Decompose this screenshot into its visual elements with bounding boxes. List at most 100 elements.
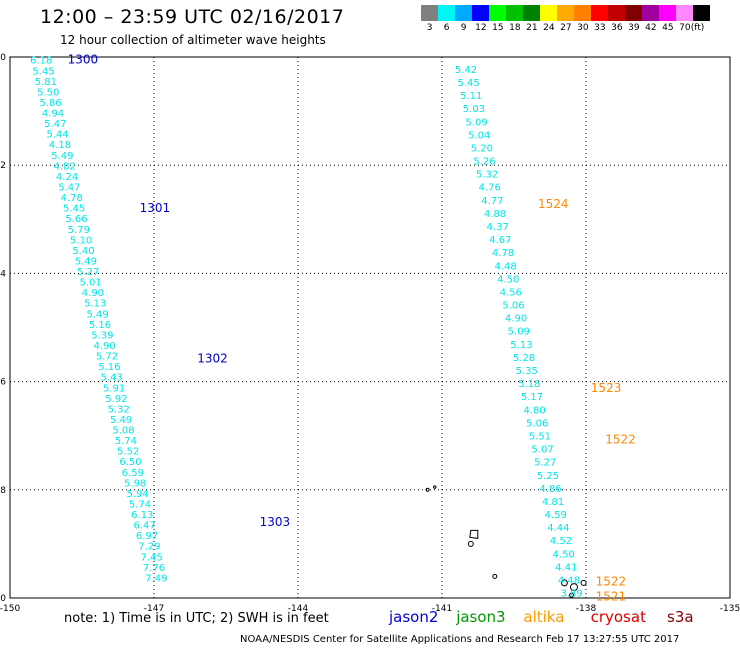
- wave-height-value: 4.24: [56, 172, 78, 183]
- y-tick-label: 0: [0, 53, 6, 63]
- wave-height-value: 7.45: [141, 552, 163, 563]
- wave-height-value: 4.90: [82, 288, 104, 299]
- wave-height-value: 4.56: [500, 287, 522, 298]
- island-outline: [580, 579, 587, 586]
- wave-height-value: 5.16: [89, 320, 111, 331]
- wave-height-value: 5.28: [513, 353, 535, 364]
- page-title: 12:00 – 23:59 UTC 02/16/2017: [40, 6, 345, 28]
- legend-label: 45: [662, 23, 674, 33]
- y-tick-label: -8: [0, 486, 6, 496]
- legend-swatch: [523, 5, 540, 21]
- legend-swatch: [574, 5, 591, 21]
- x-tick-label: -141: [432, 604, 452, 614]
- credit-line: NOAA/NESDIS Center for Satellite Applica…: [240, 634, 680, 645]
- wave-height-value: 5.52: [117, 447, 139, 458]
- legend-swatch: [455, 5, 472, 21]
- legend-swatch: [693, 5, 710, 21]
- wave-height-value: 4.52: [550, 536, 572, 547]
- legend-label: 24: [543, 23, 555, 33]
- satellite-label: jason2: [389, 608, 439, 626]
- legend-label: 30: [577, 23, 589, 33]
- track-time-label: 1521: [596, 589, 627, 603]
- wave-height-value: 5.49: [86, 309, 108, 320]
- wave-height-value: 7.76: [143, 563, 165, 574]
- legend-label: 21: [526, 23, 538, 33]
- wave-height-value: 3.89: [560, 589, 582, 600]
- wave-height-value: 5.32: [476, 170, 498, 181]
- wave-height-value: 5.91: [103, 383, 125, 394]
- island-outline: [469, 529, 479, 539]
- satellite-label: altika: [523, 608, 565, 626]
- legend-labels: 3 6 9 12 15 18 21 24 27 30 33 36 39 42 45 70 (ft): [421, 21, 731, 35]
- wave-height-value: 5.50: [37, 87, 59, 98]
- wave-height-value: 4.81: [542, 497, 564, 508]
- wave-height-value: 4.94: [42, 109, 64, 120]
- track-time-label: 1300: [68, 53, 99, 67]
- wave-height-value: 4.78: [492, 248, 514, 259]
- legend-label: 27: [560, 23, 572, 33]
- wave-height-value: 5.45: [63, 204, 85, 215]
- island-outline: [433, 485, 437, 489]
- wave-height-value: 5.49: [51, 151, 73, 162]
- track-time-label: 1301: [140, 201, 171, 215]
- wave-height-value: 5.32: [108, 404, 130, 415]
- satellite-label: jason3: [456, 608, 506, 626]
- wave-height-value: 5.43: [101, 373, 123, 384]
- wave-height-value: 6.13: [131, 510, 153, 521]
- wave-height-value: 5.25: [537, 471, 559, 482]
- wave-height-value: 6.59: [122, 468, 144, 479]
- wave-height-value: 4.18: [49, 140, 71, 151]
- color-legend: 3 6 9 12 15 18 21 24 27 30 33 36 39 42 45 70 (ft): [421, 5, 731, 37]
- legend-label: 15: [492, 23, 504, 33]
- legend-swatch: [472, 5, 489, 21]
- legend-label: 6: [443, 23, 450, 33]
- wave-height-value: 5.49: [75, 256, 97, 267]
- y-tick-label: -10: [0, 594, 6, 604]
- wave-height-value: 4.41: [555, 562, 577, 573]
- wave-height-value: 5.18: [518, 379, 540, 390]
- wave-height-value: 5.45: [458, 78, 480, 89]
- wave-height-value: 5.35: [516, 366, 538, 377]
- y-tick-label: -6: [0, 378, 6, 388]
- legend-swatch: [540, 5, 557, 21]
- legend-swatch: [421, 5, 438, 21]
- wave-height-value: 4.90: [94, 341, 116, 352]
- legend-label: 3: [426, 23, 433, 33]
- legend-label: 39: [628, 23, 640, 33]
- wave-height-value: 5.08: [112, 426, 134, 437]
- wave-height-value: 5.07: [531, 445, 553, 456]
- x-tick-label: -138: [576, 604, 597, 614]
- wave-height-value: 4.48: [558, 575, 580, 586]
- legend-swatches: [421, 5, 731, 21]
- wave-height-value: 5.79: [68, 225, 90, 236]
- wave-height-value: 5.09: [508, 327, 530, 338]
- wave-height-value: 5.11: [460, 91, 482, 102]
- wave-height-value: 5.74: [115, 436, 137, 447]
- wave-height-value: 6.50: [119, 457, 141, 468]
- wave-height-value: 5.40: [72, 246, 94, 257]
- wave-height-value: 5.16: [98, 362, 120, 373]
- wave-height-value: 6.97: [136, 531, 158, 542]
- wave-height-value: 5.45: [32, 66, 54, 77]
- legend-label: 9: [460, 23, 467, 33]
- page-subtitle: 12 hour collection of altimeter wave hei…: [60, 33, 326, 47]
- wave-height-value: 5.51: [529, 431, 551, 442]
- wave-height-value: 4.90: [505, 314, 527, 325]
- x-tick-label: -135: [720, 604, 740, 614]
- wave-height-value: 5.86: [39, 98, 61, 109]
- wave-height-value: 5.04: [468, 130, 490, 141]
- wave-height-value: 5.47: [44, 119, 66, 130]
- legend-swatch: [608, 5, 625, 21]
- wave-height-value: 5.13: [510, 340, 532, 351]
- footer-note: note: 1) Time is in UTC; 2) SWH is in fe…: [64, 611, 329, 626]
- legend-label: 36: [611, 23, 623, 33]
- island-outline: [570, 583, 578, 592]
- wave-height-value: 5.74: [129, 499, 151, 510]
- legend-label: 18: [509, 23, 521, 33]
- wave-height-value: 4.80: [524, 405, 546, 416]
- wave-height-value: 7.29: [138, 542, 160, 553]
- y-tick-label: -4: [0, 269, 6, 279]
- wave-height-value: 4.88: [484, 209, 506, 220]
